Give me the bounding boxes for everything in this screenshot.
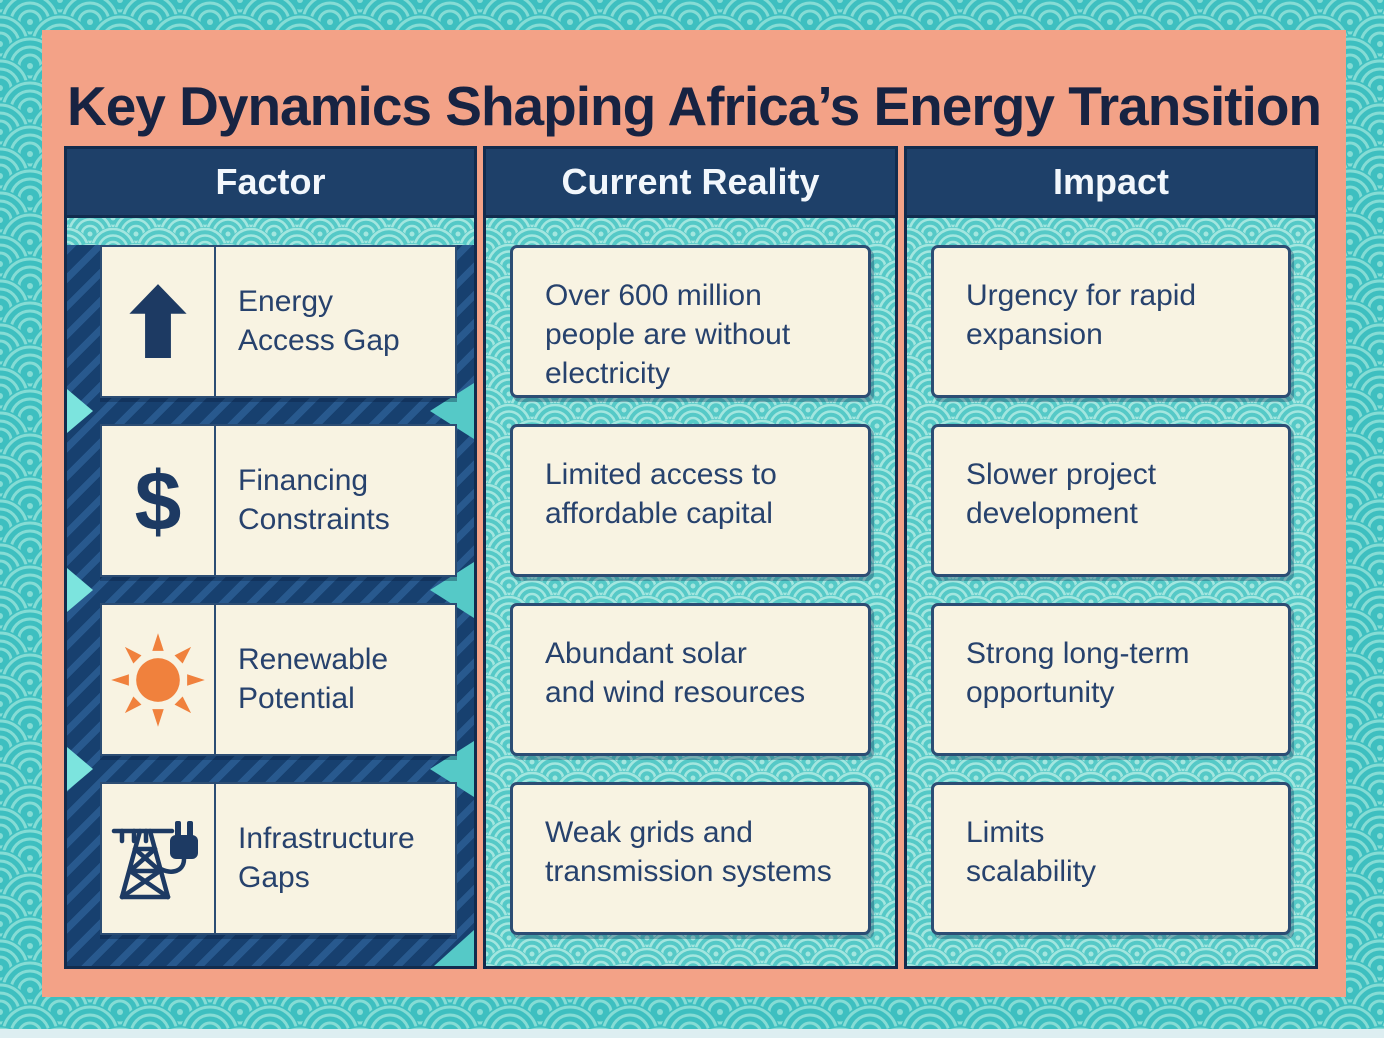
column-impact-body: Urgency for rapid expansion Slower proje… [904,218,1318,969]
card-divider [214,784,216,933]
column-header-current-reality: Current Reality [483,146,898,218]
column-header-impact-label: Impact [1052,161,1170,202]
factor-label: Infrastructure Gaps [238,822,415,894]
column-current-reality-body: Over 600 million people are without elec… [483,218,898,969]
reality-card: Weak grids and transmission systems [510,782,871,935]
reality-text: Weak grids and transmission systems [545,816,832,888]
column-header-impact: Impact [904,146,1318,218]
arrow-up-icon [102,247,214,396]
impact-text: Slower project development [966,458,1157,530]
impact-card: Urgency for rapid expansion [931,245,1291,398]
bottom-edge-strip [0,1029,1384,1038]
card-divider [214,247,216,396]
page-title: Key Dynamics Shaping Africa’s Energy Tra… [66,75,1322,137]
column-header-factor: Factor [64,146,477,218]
column-current-reality: Current Reality [483,146,898,969]
factor-card-financing-constraints: $ Financing Constraints [100,424,457,577]
factor-label: Financing Constraints [238,464,390,536]
impact-card: Slower project development [931,424,1291,577]
factor-card-infrastructure-gaps: Infrastructure Gaps [100,782,457,935]
tower-plug-icon [102,784,214,933]
column-impact: Impact [904,146,1318,969]
reality-text: Over 600 million people are without elec… [545,279,791,390]
impact-text: Limits scalability [966,816,1097,888]
factor-label: Energy Access Gap [238,285,400,357]
sun-icon [102,605,214,754]
column-header-factor-label: Factor [215,161,326,202]
factor-label: Renewable Potential [238,643,389,715]
reality-text: Abundant solar and wind resources [545,637,806,709]
column-header-current-reality-label: Current Reality [561,161,820,202]
card-divider [214,426,216,575]
reality-card: Limited access to affordable capital [510,424,871,577]
column-factor-body: Energy Access Gap $ Financing Constraint… [64,218,477,969]
impact-card: Strong long-term opportunity [931,603,1291,756]
impact-text: Strong long-term opportunity [966,637,1190,709]
reality-card: Over 600 million people are without elec… [510,245,871,398]
card-divider [214,605,216,754]
factor-card-renewable-potential: Renewable Potential [100,603,457,756]
impact-text: Urgency for rapid expansion [966,279,1197,351]
dollar-icon: $ [134,453,182,548]
reality-card: Abundant solar and wind resources [510,603,871,756]
impact-card: Limits scalability [931,782,1291,935]
column-factor: Factor [64,146,477,969]
factor-card-energy-access-gap: Energy Access Gap [100,245,457,398]
main-panel: Key Dynamics Shaping Africa’s Energy Tra… [42,30,1346,997]
reality-text: Limited access to affordable capital [545,458,777,530]
